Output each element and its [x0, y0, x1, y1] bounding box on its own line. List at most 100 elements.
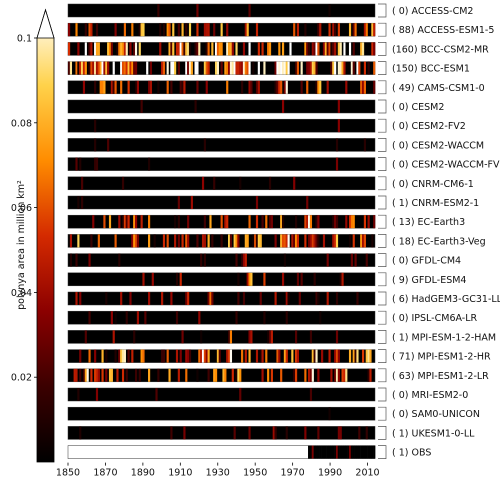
heat-cell [287, 61, 290, 75]
heat-cell [313, 445, 316, 459]
heat-cell [250, 272, 253, 286]
heat-cell [196, 42, 199, 56]
heat-cell [222, 368, 225, 382]
model-label: ( 1) OBS [392, 448, 431, 459]
heat-cell [187, 349, 190, 363]
heat-cell [69, 234, 73, 248]
heat-cell [311, 445, 314, 459]
heat-cell [79, 426, 82, 440]
heat-cell [159, 23, 162, 37]
heat-cell [304, 42, 307, 56]
heat-cell [326, 445, 329, 459]
heat-cell [73, 368, 76, 382]
row-bracket [378, 22, 387, 37]
heat-cell [328, 349, 331, 363]
heat-cell [319, 445, 322, 459]
heat-cell [332, 61, 335, 75]
colorbar-tick-label: 0.08 [11, 118, 32, 129]
heat-cell [112, 61, 115, 75]
heat-cell [207, 368, 210, 382]
heat-cell [361, 42, 365, 56]
heat-cell [267, 42, 270, 56]
heat-cell [155, 388, 158, 401]
heat-cell [194, 61, 197, 75]
heat-cell [161, 349, 164, 363]
heat-cell [68, 23, 71, 37]
heat-cell [75, 368, 78, 382]
heat-cell [285, 426, 288, 440]
heat-cell [373, 23, 376, 37]
heat-cell [166, 234, 169, 248]
heat-cell [179, 42, 182, 56]
heat-cell [352, 215, 355, 229]
model-row: ( 0) SAM0-UNICON [67, 406, 480, 421]
heat-cell [242, 61, 246, 75]
heat-cell [194, 42, 197, 56]
heat-cell [121, 176, 125, 190]
heat-cell [196, 23, 199, 37]
model-label: (160) BCC-CSM2-MR [392, 44, 489, 55]
heat-cell [309, 330, 313, 344]
heat-cell [330, 368, 333, 382]
heat-cell [196, 368, 199, 382]
heat-cell [120, 349, 123, 363]
model-label: ( 0) CNRM-CM6-1 [392, 179, 474, 190]
heat-cell [246, 272, 249, 286]
heat-cell [278, 349, 281, 363]
heat-cell [207, 349, 210, 363]
heat-cell [341, 368, 344, 382]
heat-cell [283, 253, 286, 267]
model-row: ( 0) CESM2-WACCM-FV2 [67, 157, 500, 171]
heat-cell [121, 368, 125, 382]
heat-cell [268, 215, 272, 229]
heat-cell [138, 42, 141, 56]
heat-cell [226, 61, 229, 75]
heat-cell [188, 42, 192, 56]
heat-cell [339, 426, 342, 440]
heat-cell [270, 368, 273, 382]
heat-cell [300, 61, 303, 75]
heat-cell [105, 349, 108, 363]
heat-cell [335, 445, 339, 459]
heat-cell [231, 42, 234, 56]
heat-cell [107, 138, 110, 152]
heat-cell [162, 23, 166, 37]
heat-cell [229, 61, 233, 75]
heat-cell [84, 368, 87, 382]
heat-cell [281, 100, 285, 113]
heat-cell [244, 23, 247, 37]
model-label: ( 6) HadGEM3-GC31-LL [392, 294, 500, 305]
heat-cell [285, 292, 288, 305]
heat-cell [84, 42, 87, 56]
heat-cell [68, 42, 71, 56]
heat-cell [218, 349, 221, 363]
model-label: (150) BCC-ESM1 [392, 64, 470, 75]
heat-cell [69, 61, 73, 75]
row-bracket [378, 349, 387, 363]
heat-cell [177, 368, 180, 382]
heat-cell [242, 253, 246, 267]
heat-cell [134, 234, 138, 248]
row-bracket [378, 406, 387, 421]
heat-cell [321, 349, 324, 363]
row-background [67, 176, 376, 191]
heat-cell [255, 23, 259, 37]
heat-cell [237, 368, 240, 382]
heat-cell [185, 349, 188, 363]
heat-cell [77, 42, 80, 56]
heat-cell [276, 80, 279, 94]
heat-cell [125, 215, 128, 229]
heat-cell [95, 388, 99, 401]
heat-cell [365, 426, 368, 440]
heat-cell [294, 368, 298, 382]
model-row: ( 71) MPI-ESM1-2-HR [67, 349, 491, 363]
heat-cell [306, 61, 309, 75]
heat-cell [235, 42, 238, 56]
heat-cell [201, 176, 205, 190]
row-bracket [378, 253, 387, 267]
heat-cell [294, 61, 298, 75]
model-label: ( 49) CAMS-CSM1-0 [392, 83, 485, 94]
heat-cell [138, 368, 141, 382]
heat-cell [153, 234, 156, 248]
heat-cell [281, 215, 285, 229]
